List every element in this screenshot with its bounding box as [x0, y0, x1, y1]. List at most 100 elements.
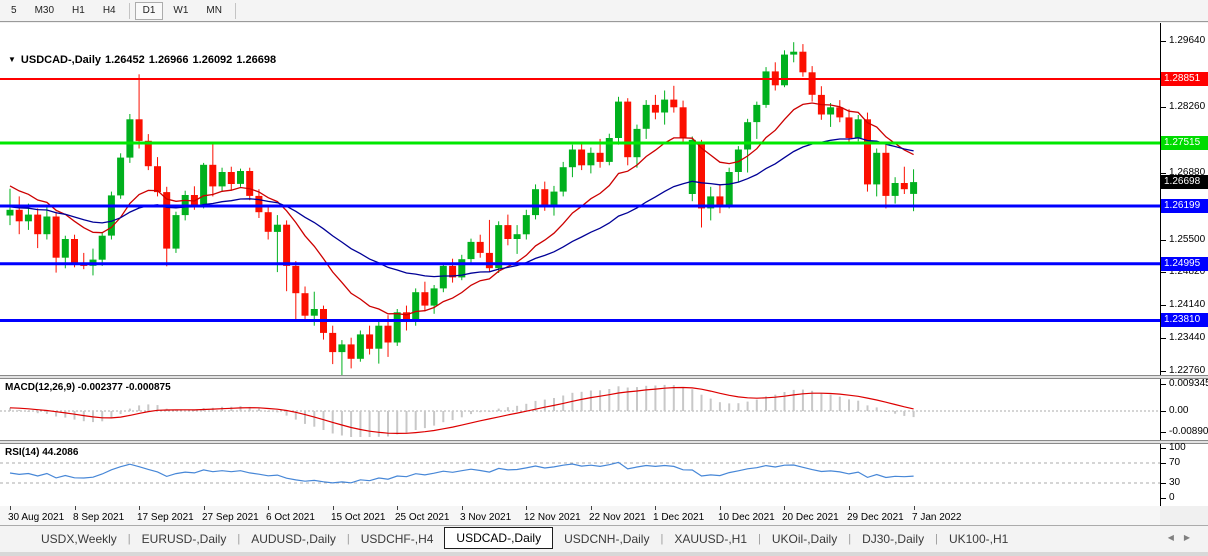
tab-uk100-h1[interactable]: UK100-,H1 [948, 532, 1009, 546]
macd-histogram [9, 384, 915, 437]
candle [910, 169, 918, 212]
candle [329, 325, 337, 365]
chart-symbol-label: USDCAD-,Daily [20, 54, 101, 66]
candle [356, 330, 364, 362]
rsi-tick [1161, 483, 1166, 484]
candle [264, 206, 272, 240]
candle [882, 144, 890, 209]
date-label: 12 Nov 2021 [524, 512, 581, 523]
candle [403, 305, 410, 331]
panel-divider[interactable] [0, 375, 1208, 379]
rsi-tick-label: 30 [1169, 477, 1181, 488]
candle [873, 148, 881, 197]
date-tick [914, 506, 915, 510]
tab-ukoil-daily[interactable]: UKOil-,Daily [771, 532, 838, 546]
tab-separator: | [237, 533, 241, 545]
date-tick [268, 506, 269, 510]
toolbar-divider [234, 2, 236, 19]
tab-audusd-daily[interactable]: AUDUSD-,Daily [251, 532, 336, 546]
chart-tab-bar: USDX,Weekly | EURUSD-,Daily | AUDUSD-,Daily |… [0, 525, 1208, 552]
rsi-panel[interactable]: RSI(14) 44.2086 [0, 444, 1160, 506]
candle [661, 90, 669, 125]
tab-dj30-daily[interactable]: DJ30-,Daily [862, 532, 925, 546]
candle [781, 50, 788, 88]
tab-separator: | [127, 533, 131, 545]
candle [522, 209, 530, 240]
rsi-plot[interactable] [0, 444, 1160, 506]
tab-usdx-weekly[interactable]: USDX,Weekly [41, 532, 117, 546]
candle [89, 248, 97, 276]
candle [734, 146, 742, 182]
tab-usdcad-daily[interactable]: USDCAD-,Daily [444, 527, 554, 549]
candle [375, 321, 383, 364]
candle [605, 133, 613, 166]
candle [578, 142, 586, 171]
candle [163, 186, 171, 267]
timeframe-button-5[interactable]: 5 [11, 4, 17, 16]
candle [513, 225, 521, 254]
tab-separator: | [660, 533, 664, 545]
timeframe-button-h1[interactable]: H1 [72, 4, 85, 16]
timeframe-button-mn[interactable]: MN [206, 4, 222, 16]
candle [799, 44, 807, 77]
candle [670, 85, 678, 113]
price-chart-panel[interactable]: ▼ USDCAD-,Daily 1.26452 1.26966 1.26092 1.266… [0, 23, 1160, 375]
price-axis[interactable]: 1.29640 1.28260 1.26880 1.25500 1.24820 1.241… [1160, 23, 1208, 376]
quote-close: 1.26698 [236, 54, 277, 66]
date-tick [204, 506, 205, 510]
candle [651, 94, 659, 120]
candle [439, 262, 447, 293]
date-label: 22 Nov 2021 [589, 512, 646, 523]
candle [384, 315, 392, 357]
price-tick-label: 1.22760 [1169, 365, 1206, 376]
candle [71, 234, 78, 268]
price-tick-label: 1.23440 [1169, 332, 1206, 343]
timeframe-button-h4[interactable]: H4 [102, 4, 116, 16]
rsi-tick-label: 100 [1169, 442, 1186, 453]
macd-tick-label: -0.008902 [1169, 426, 1208, 437]
candle [707, 186, 715, 221]
candle [587, 147, 595, 174]
panel-divider[interactable] [0, 440, 1208, 444]
tab-usdchf-h4[interactable]: USDCHF-,H4 [360, 532, 434, 546]
tab-separator: | [758, 533, 761, 545]
macd-plot[interactable] [0, 379, 1160, 440]
tab-scroll-right-icon[interactable]: ▶ [1183, 533, 1200, 542]
candle [808, 66, 816, 102]
candle [845, 109, 853, 143]
time-axis[interactable]: 30 Aug 2021 8 Sep 2021 17 Sep 2021 27 Sep 2… [0, 506, 1160, 525]
rsi-axis: 100 70 30 0 [1160, 442, 1208, 506]
price-chart-plot[interactable] [0, 23, 1160, 375]
tab-scroll-left-icon[interactable]: ◀ [1167, 533, 1184, 542]
date-tick [720, 506, 721, 510]
timeframe-button-w1[interactable]: W1 [173, 4, 189, 16]
candle [725, 167, 733, 209]
price-tick-label: 1.24820 [1169, 266, 1206, 277]
candle [624, 98, 632, 166]
date-label: 20 Dec 2021 [782, 512, 839, 523]
candle [504, 214, 512, 246]
timeframe-toolbar: 5 M30 H1 H4 D1 W1 MN [0, 0, 1208, 22]
candle [393, 309, 401, 346]
candle [458, 254, 466, 281]
candle [200, 162, 208, 209]
price-tick [1161, 338, 1166, 339]
candle [237, 168, 244, 187]
price-tick-label: 1.28260 [1169, 101, 1206, 112]
tab-usdcnh-daily[interactable]: USDCNH-,Daily [564, 532, 650, 546]
timeframe-button-d1[interactable]: D1 [134, 1, 164, 20]
timeframe-button-m30[interactable]: M30 [34, 4, 55, 16]
tab-eurusd-daily[interactable]: EURUSD-,Daily [141, 532, 227, 546]
candle [688, 136, 696, 202]
fast-ma-line [9, 102, 914, 316]
date-label: 8 Sep 2021 [73, 512, 125, 523]
chart-dropdown-icon[interactable]: ▼ [8, 55, 16, 64]
tab-xauusd-h1[interactable]: XAUUSD-,H1 [674, 532, 747, 546]
candle [900, 166, 908, 194]
price-tick [1161, 41, 1166, 42]
macd-tick [1161, 432, 1166, 433]
macd-panel[interactable]: MACD(12,26,9) -0.002377 -0.000875 [0, 379, 1160, 440]
candle [633, 124, 641, 168]
price-tick-label: 1.25500 [1169, 234, 1206, 245]
